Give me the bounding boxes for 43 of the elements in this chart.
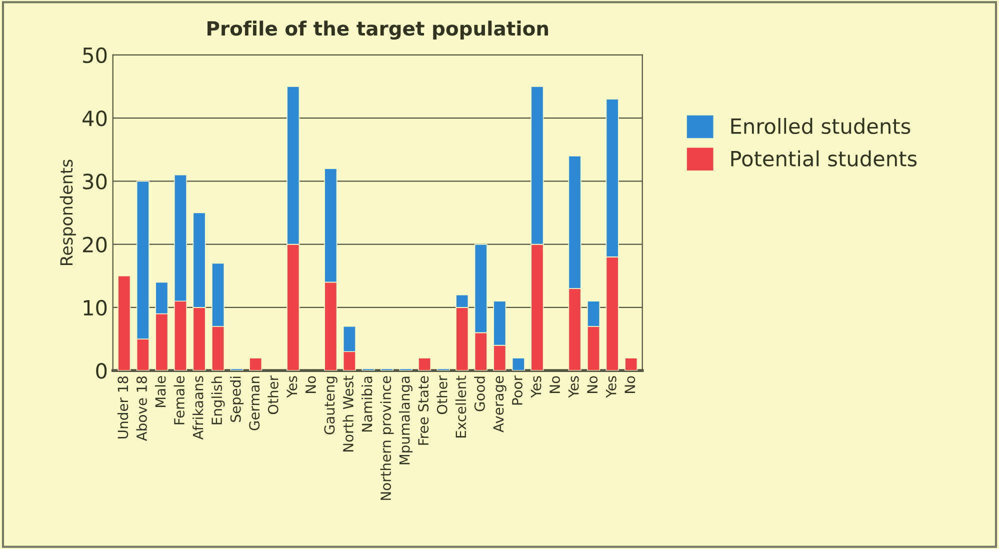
x-tick-label: Gauteng [324, 376, 338, 434]
y-tick-label: 20 [83, 236, 107, 253]
bar [624, 358, 638, 371]
x-tick-label: Average [493, 376, 506, 432]
x-tick-label: Above 18 [136, 376, 147, 441]
x-tick-label: Sepedi [230, 376, 244, 422]
y-tick-label: 50 [83, 47, 107, 64]
x-tick-label: Yes [606, 376, 616, 398]
x-tick-label: Mpumalanga [399, 376, 413, 464]
x-tick-label: Yes [530, 376, 542, 398]
legend-label: Potential students [731, 150, 917, 166]
x-tick-label: No [624, 376, 636, 393]
bar [418, 358, 432, 371]
x-tick-label: No [550, 376, 560, 393]
bar [118, 275, 131, 371]
x-tick-label: Free State [418, 376, 429, 445]
x-tick-label: Male [154, 376, 166, 407]
x-tick-label: Namibia [362, 376, 372, 432]
x-tick-label: North West [342, 376, 354, 452]
x-tick-label: Other [268, 375, 278, 414]
x-tick-label: Good [474, 376, 485, 412]
x-tick-label: Northern province [380, 376, 394, 500]
bar [512, 358, 525, 371]
x-tick-label: Other [436, 375, 448, 414]
x-tick-label: Poor [512, 375, 522, 405]
bar [249, 358, 262, 371]
legend-label: Enrolled students [731, 118, 910, 134]
x-tick-label: Afrikaans [192, 376, 204, 440]
x-tick-label: Female [174, 376, 185, 424]
x-tick-label: English [211, 376, 225, 424]
y-tick-label: 30 [83, 174, 107, 190]
x-tick-label: No [587, 376, 598, 393]
y-tick-label: 40 [82, 110, 107, 126]
x-tick-label: Under 18 [117, 376, 128, 438]
chart-title: Profile of the target population [208, 20, 548, 40]
y-axis-title: Respondents [60, 160, 76, 265]
x-tick-label: Yes [568, 376, 579, 398]
x-tick-label: German [249, 376, 260, 430]
x-tick-label: Excellent [455, 376, 466, 438]
y-tick-label: 10 [84, 300, 107, 316]
x-tick-label: Yes [286, 376, 298, 398]
y-tick-label: 0 [96, 363, 107, 379]
x-tick-label: No [306, 376, 316, 393]
